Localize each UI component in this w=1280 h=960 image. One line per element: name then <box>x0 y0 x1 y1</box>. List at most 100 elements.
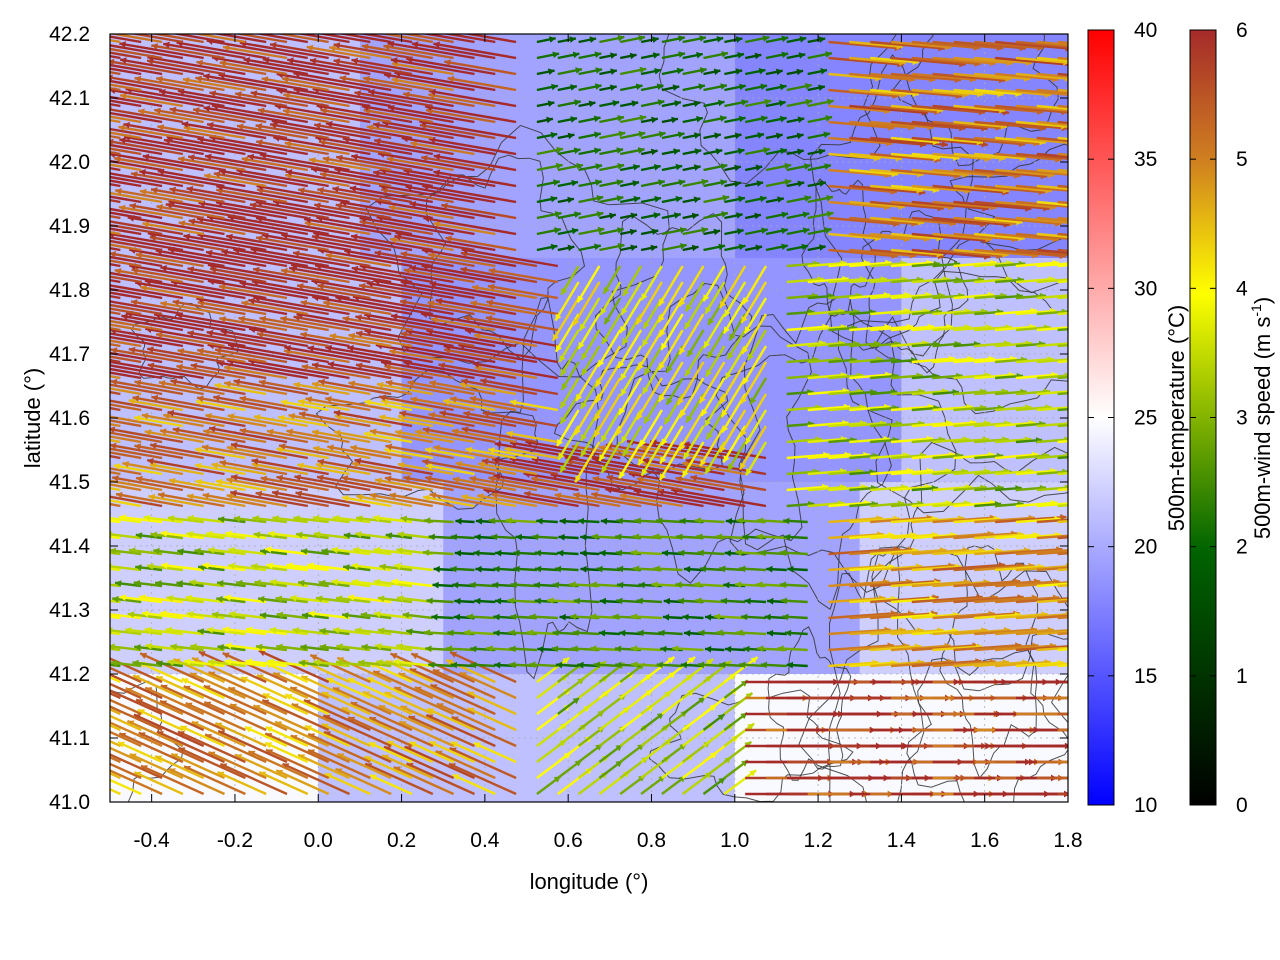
colorbar-tick-label: 15 <box>1134 665 1157 688</box>
wind-vector <box>619 147 645 156</box>
wind-vector <box>536 243 558 252</box>
wind-vector <box>167 515 204 524</box>
wind-vector <box>118 124 184 140</box>
wind-vector <box>160 684 225 716</box>
wind-vector <box>615 393 643 437</box>
wind-vector <box>1015 597 1068 604</box>
wind-vector <box>259 315 329 332</box>
wind-vector <box>183 125 246 140</box>
wind-vector <box>315 462 371 476</box>
wind-vector <box>110 740 121 748</box>
wind-vector <box>639 409 663 447</box>
wind-vector <box>599 179 624 188</box>
wind-vector <box>660 313 684 351</box>
wind-vector <box>251 458 329 476</box>
wind-vector <box>372 670 434 700</box>
wind-vector <box>191 720 246 748</box>
wind-vector <box>381 754 434 780</box>
wind-vector <box>366 124 434 140</box>
wind-vector <box>488 475 559 492</box>
wind-vector <box>672 645 704 652</box>
wind-vector <box>661 163 683 172</box>
wind-vector <box>599 115 625 124</box>
wind-vector <box>378 414 434 428</box>
x-tick-label: 1.6 <box>970 829 999 852</box>
wind-vector <box>435 297 517 316</box>
wind-vector <box>681 441 705 478</box>
wind-vector <box>110 223 163 236</box>
wind-vector <box>491 491 559 508</box>
wind-vector <box>203 684 267 716</box>
wind-vector <box>702 313 726 349</box>
wind-vector <box>181 121 267 140</box>
wind-vector <box>110 262 121 268</box>
wind-vector <box>786 180 805 188</box>
wind-vector <box>428 136 517 156</box>
wind-vector <box>317 458 392 476</box>
colorbar-tick-label: 10 <box>1134 794 1157 817</box>
wind-vector <box>682 613 704 621</box>
wind-vector <box>146 563 184 572</box>
wind-vector <box>188 218 267 236</box>
wind-vector <box>110 367 163 380</box>
wind-vector <box>211 462 267 476</box>
colorbar-tick-label: 2 <box>1236 536 1248 559</box>
wind-vector <box>536 116 554 124</box>
wind-vector <box>132 395 204 412</box>
wind-vector <box>427 300 496 316</box>
wind-vector <box>488 447 538 460</box>
wind-vector <box>643 393 663 425</box>
wind-vector <box>186 530 225 540</box>
wind-vector <box>349 185 434 204</box>
contour-line <box>837 234 1068 514</box>
wind-vector <box>662 613 683 621</box>
wind-vector <box>477 461 538 476</box>
wind-vector <box>110 383 163 396</box>
wind-vector <box>121 313 204 332</box>
wind-vector <box>218 284 288 300</box>
wind-vector <box>1036 120 1068 126</box>
wind-vector <box>469 581 496 589</box>
wind-vector <box>599 34 625 44</box>
wind-vector <box>765 178 792 188</box>
wind-vector <box>431 613 454 621</box>
wind-vector <box>126 719 184 748</box>
wind-vector <box>599 227 624 236</box>
wind-vector <box>110 517 142 524</box>
wind-vector <box>765 68 783 76</box>
wind-vector <box>399 410 475 428</box>
wind-vector <box>720 377 747 418</box>
wind-vector <box>682 196 701 204</box>
wind-vector <box>684 345 705 377</box>
wind-vector <box>110 355 142 364</box>
wind-vector <box>206 530 246 540</box>
wind-vector <box>744 597 767 605</box>
wind-vector <box>807 98 834 108</box>
wind-vector <box>110 390 121 396</box>
wind-vector <box>786 36 807 44</box>
wind-vector <box>469 475 538 492</box>
wind-vector <box>739 565 767 573</box>
wind-vector <box>221 248 309 268</box>
wind-vector <box>599 130 626 140</box>
wind-vector <box>128 346 204 364</box>
wind-vector <box>226 493 288 508</box>
temperature-cell <box>734 34 1068 258</box>
wind-vector <box>110 583 121 588</box>
wind-vector <box>661 67 684 76</box>
wind-vector <box>300 331 371 348</box>
wind-vector <box>301 363 371 380</box>
wind-vector <box>369 428 434 444</box>
wind-vector <box>408 741 455 764</box>
wind-vector <box>807 244 826 252</box>
wind-vector <box>363 107 434 124</box>
wind-vector <box>187 154 267 172</box>
wind-vector <box>554 281 580 322</box>
wind-vector <box>189 579 225 588</box>
wind-vector <box>114 188 184 204</box>
wind-vector <box>1036 598 1068 604</box>
wind-vector <box>282 762 350 796</box>
wind-vector <box>622 425 643 457</box>
wind-vector <box>397 461 454 476</box>
wind-vector <box>403 475 475 492</box>
